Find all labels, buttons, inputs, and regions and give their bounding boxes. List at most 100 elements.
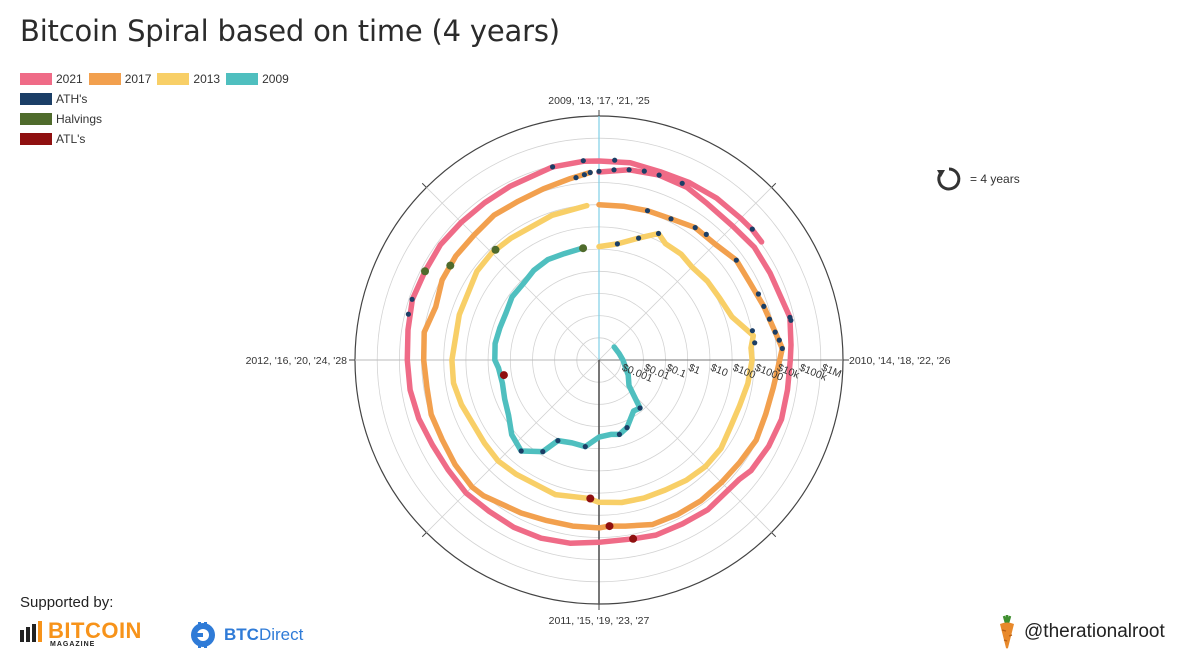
halving-marker	[446, 261, 455, 270]
author-credit[interactable]: @therationalroot	[996, 614, 1165, 650]
period-note: = 4 years	[936, 166, 1020, 192]
ath-marker	[636, 235, 642, 241]
legend-row-aths: ATH's	[20, 92, 93, 106]
legend-label: 2009	[262, 72, 289, 86]
ath-marker	[587, 169, 593, 176]
page-title: Bitcoin Spiral based on time (4 years)	[20, 14, 560, 48]
legend-row-halvings: Halvings	[20, 112, 108, 126]
ath-marker	[766, 316, 773, 322]
series-line-2009	[492, 245, 643, 455]
outer-tick	[771, 532, 777, 538]
grid-spoke	[426, 359, 600, 533]
ath-marker	[692, 225, 698, 231]
ath-marker	[550, 164, 556, 170]
ath-marker	[540, 449, 546, 455]
grid-spoke	[426, 187, 600, 361]
ath-marker	[733, 257, 739, 263]
period-note-label: = 4 years	[970, 172, 1020, 186]
legend-item-2009[interactable]: 2009	[226, 72, 289, 86]
grid-spoke	[598, 187, 772, 361]
ath-marker	[582, 444, 588, 450]
legend-label: 2021	[56, 72, 83, 86]
legend-label: ATH's	[56, 92, 88, 106]
outer-tick	[421, 182, 427, 188]
halving-marker	[421, 267, 429, 276]
ath-marker	[772, 329, 778, 335]
angular-axis-label: 2009, '13, '17, '21, '25	[548, 95, 650, 107]
ath-marker	[641, 168, 647, 174]
bitcoin-magazine-logo[interactable]: BITCOIN MAGAZINE	[20, 618, 142, 648]
ath-marker	[703, 231, 709, 237]
carrot-icon	[1000, 615, 1014, 649]
ath-marker	[761, 303, 767, 309]
supported-by-label: Supported by:	[20, 594, 114, 611]
marker-layer	[405, 157, 794, 543]
ath-marker	[405, 311, 411, 317]
legend-item-2017[interactable]: 2017	[88, 72, 152, 86]
legend-swatch-2013	[157, 73, 190, 85]
author-handle: @therationalroot	[1024, 621, 1165, 642]
series-line-2013	[449, 202, 757, 506]
ath-marker	[624, 425, 630, 431]
ath-marker	[581, 172, 588, 178]
atl-marker	[629, 534, 638, 543]
legend-label: Halvings	[56, 112, 103, 126]
legend-swatch-2009	[226, 73, 259, 85]
legend-row-atls: ATL's	[20, 132, 91, 146]
atl-marker	[499, 371, 508, 380]
ath-marker	[616, 431, 623, 437]
legend-label: 2017	[124, 72, 152, 86]
ath-marker	[776, 337, 782, 343]
ath-marker	[668, 216, 674, 222]
ath-marker	[779, 345, 785, 352]
btcdirect-coin-icon	[191, 622, 215, 648]
ath-marker	[656, 172, 662, 178]
btcdirect-logo[interactable]: BTCDirect	[188, 620, 303, 650]
atl-marker	[605, 522, 614, 531]
legend-row-years: 2021 2017 2013 2009	[20, 72, 295, 86]
angular-axis-label: 2011, '15, '19, '23, '27	[549, 615, 650, 627]
ath-marker	[612, 157, 618, 163]
legend-item-halvings[interactable]: Halvings	[20, 112, 102, 126]
bitcoin-magazine-name: BITCOIN	[48, 618, 142, 643]
ath-marker	[626, 167, 632, 173]
legend-swatch-aths	[20, 93, 52, 105]
ath-marker	[611, 167, 617, 173]
ath-marker	[644, 208, 651, 214]
legend-item-2013[interactable]: 2013	[157, 72, 220, 86]
ath-marker	[755, 291, 762, 297]
ath-marker	[655, 230, 662, 237]
ath-marker	[788, 317, 794, 323]
ath-marker	[409, 296, 415, 302]
radial-tick-label: $1	[687, 362, 702, 378]
legend-item-atls[interactable]: ATL's	[20, 132, 85, 146]
legend-swatch-2021	[20, 73, 52, 85]
bitcoin-magazine-sub: MAGAZINE	[50, 641, 96, 648]
angular-axis-label: 2010, '14, '18, '22, '26	[849, 355, 951, 367]
bitcoin-magazine-bars-icon	[20, 621, 42, 642]
legend-swatch-halvings	[20, 113, 52, 125]
ath-marker	[580, 158, 586, 164]
outer-tick	[421, 532, 427, 538]
atl-marker	[586, 494, 595, 503]
ath-marker	[614, 241, 621, 247]
ath-marker	[749, 328, 756, 334]
legend-item-2021[interactable]: 2021	[20, 72, 83, 86]
ath-marker	[752, 340, 758, 346]
radial-tick-label: $10	[709, 362, 730, 380]
ath-marker	[596, 168, 602, 174]
legend-label: ATL's	[56, 132, 86, 146]
btcdirect-name: BTCDirect	[224, 625, 304, 644]
halving-marker	[491, 245, 500, 254]
legend-swatch-atls	[20, 133, 52, 145]
outer-tick	[771, 182, 777, 188]
angular-axis-label: 2012, '16, '20, '24, '28	[246, 355, 348, 367]
legend-swatch-2017	[88, 73, 121, 85]
ath-marker	[555, 438, 561, 444]
halving-marker	[579, 244, 588, 253]
ath-marker	[637, 405, 643, 411]
legend-label: 2013	[193, 72, 221, 86]
circular-arrow-icon	[937, 167, 961, 191]
legend-item-aths[interactable]: ATH's	[20, 92, 87, 106]
